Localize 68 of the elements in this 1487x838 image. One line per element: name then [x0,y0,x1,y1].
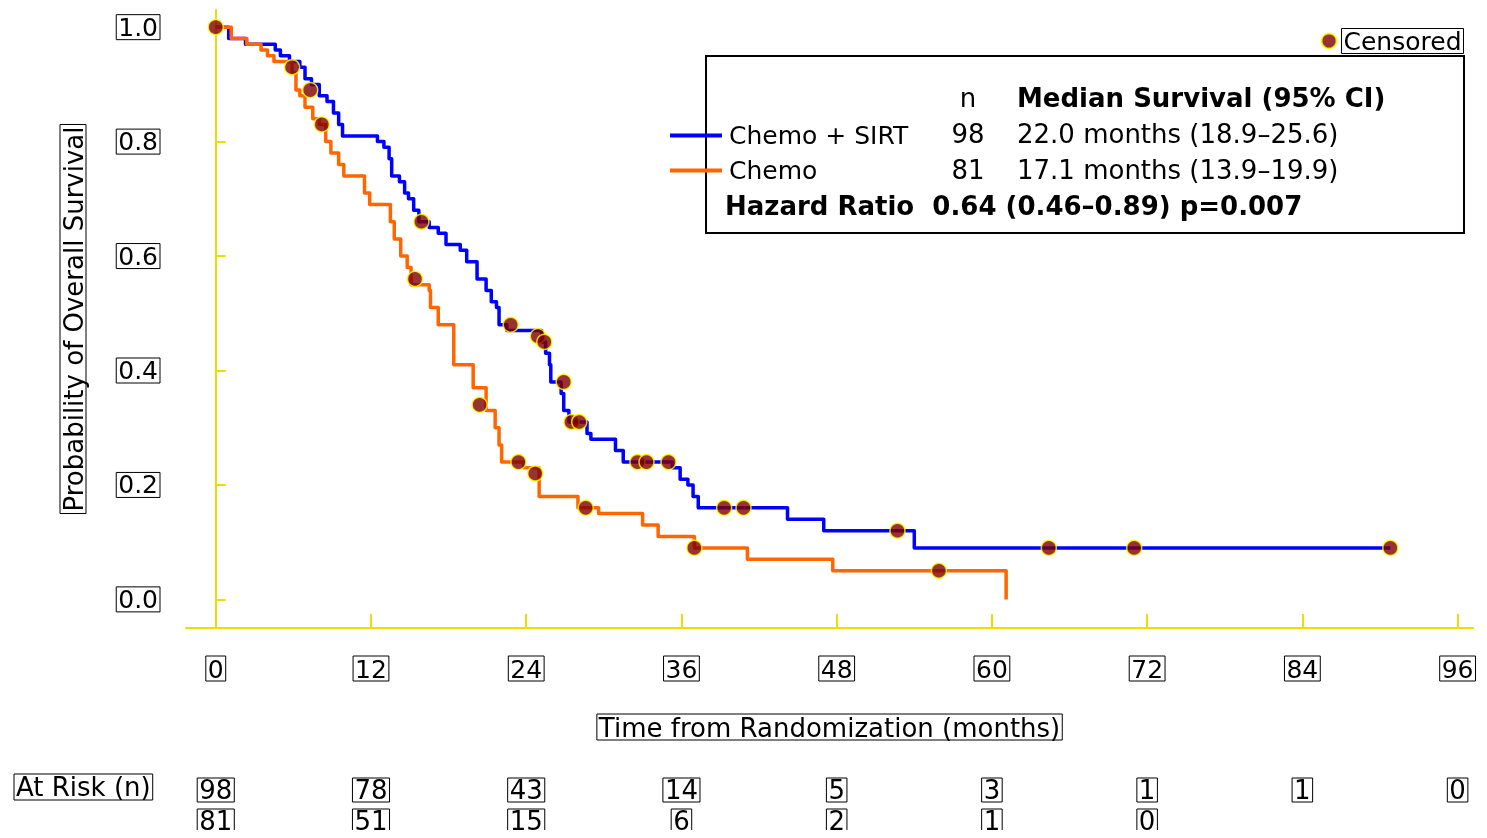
x-tick-label: 72 [1131,655,1164,684]
text: 14 [664,775,698,805]
point [577,499,594,517]
x-tick-label: 36 [665,655,698,684]
point [660,453,677,471]
annotation: 81 [951,155,985,185]
text: 1 [1294,775,1311,805]
point [571,413,588,431]
text: 98 [199,775,233,805]
point [502,316,519,333]
point [638,453,655,471]
text: 0 [1138,806,1156,836]
point [471,396,488,414]
point [413,213,430,230]
point [735,499,752,517]
y-tick-label: 0.0 [118,584,158,614]
text: 2 [828,806,845,836]
x-tick-label: 24 [510,655,543,684]
point [1125,539,1143,557]
y-tick-label: 0.6 [118,241,158,271]
point [555,373,572,391]
legend-label: Chemo [729,156,818,185]
x-tick-label: 96 [1441,655,1474,684]
y-tick-label: 1.0 [118,12,158,42]
x-tick-label: 48 [820,655,853,684]
text: 15 [509,806,543,836]
annotation: 17.1 months (13.9–19.9) [1017,155,1339,185]
text: 6 [673,806,690,836]
point [930,562,948,580]
y-tick-label: 0.8 [118,127,158,157]
point [313,116,331,133]
annotation: Hazard Ratio 0.64 (0.46–0.89) p=0.007 [725,191,1303,221]
point [510,453,527,471]
point [686,539,703,557]
x-axis-title: Time from Randomization (months) [597,713,1061,743]
point [536,333,553,351]
annotation: 22.0 months (18.9–25.6) [1017,119,1339,149]
x-tick-label: 60 [976,655,1008,684]
text: 0 [1449,775,1466,805]
point [527,465,544,482]
text: 43 [509,775,543,805]
point [301,81,319,99]
text: 78 [354,775,388,805]
y-axis-title: Probability of Overall Survival [59,126,89,512]
legend-label: Chemo + SIRT [729,121,909,150]
text: 5 [828,775,845,805]
annotation: Median Survival (95% CI) [1017,83,1386,113]
text: 3 [983,775,1001,805]
x-tick-label: 0 [207,655,224,684]
annotation: n [959,83,977,113]
point [207,18,224,36]
point [1382,539,1399,557]
point [283,58,301,76]
point [715,499,733,517]
x-tick-label: 12 [355,655,387,684]
point [1040,539,1058,557]
y-tick-label: 0.4 [118,356,158,385]
text: 51 [354,806,388,836]
text: 81 [199,806,233,836]
text: 1 [983,806,1001,836]
point [406,270,424,288]
text: 1 [1138,775,1156,805]
x-tick-label: 84 [1286,655,1319,684]
text: At Risk (n) [16,772,151,802]
legend-label: Censored [1343,26,1462,56]
y-tick-label: 0.2 [118,470,158,500]
point [889,522,906,539]
annotation: 98 [951,119,985,149]
